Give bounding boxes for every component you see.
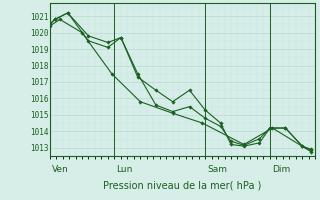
X-axis label: Pression niveau de la mer( hPa ): Pression niveau de la mer( hPa ) — [103, 180, 261, 190]
Text: Lun: Lun — [116, 165, 133, 174]
Text: Dim: Dim — [272, 165, 290, 174]
Text: Ven: Ven — [52, 165, 68, 174]
Text: Sam: Sam — [207, 165, 227, 174]
